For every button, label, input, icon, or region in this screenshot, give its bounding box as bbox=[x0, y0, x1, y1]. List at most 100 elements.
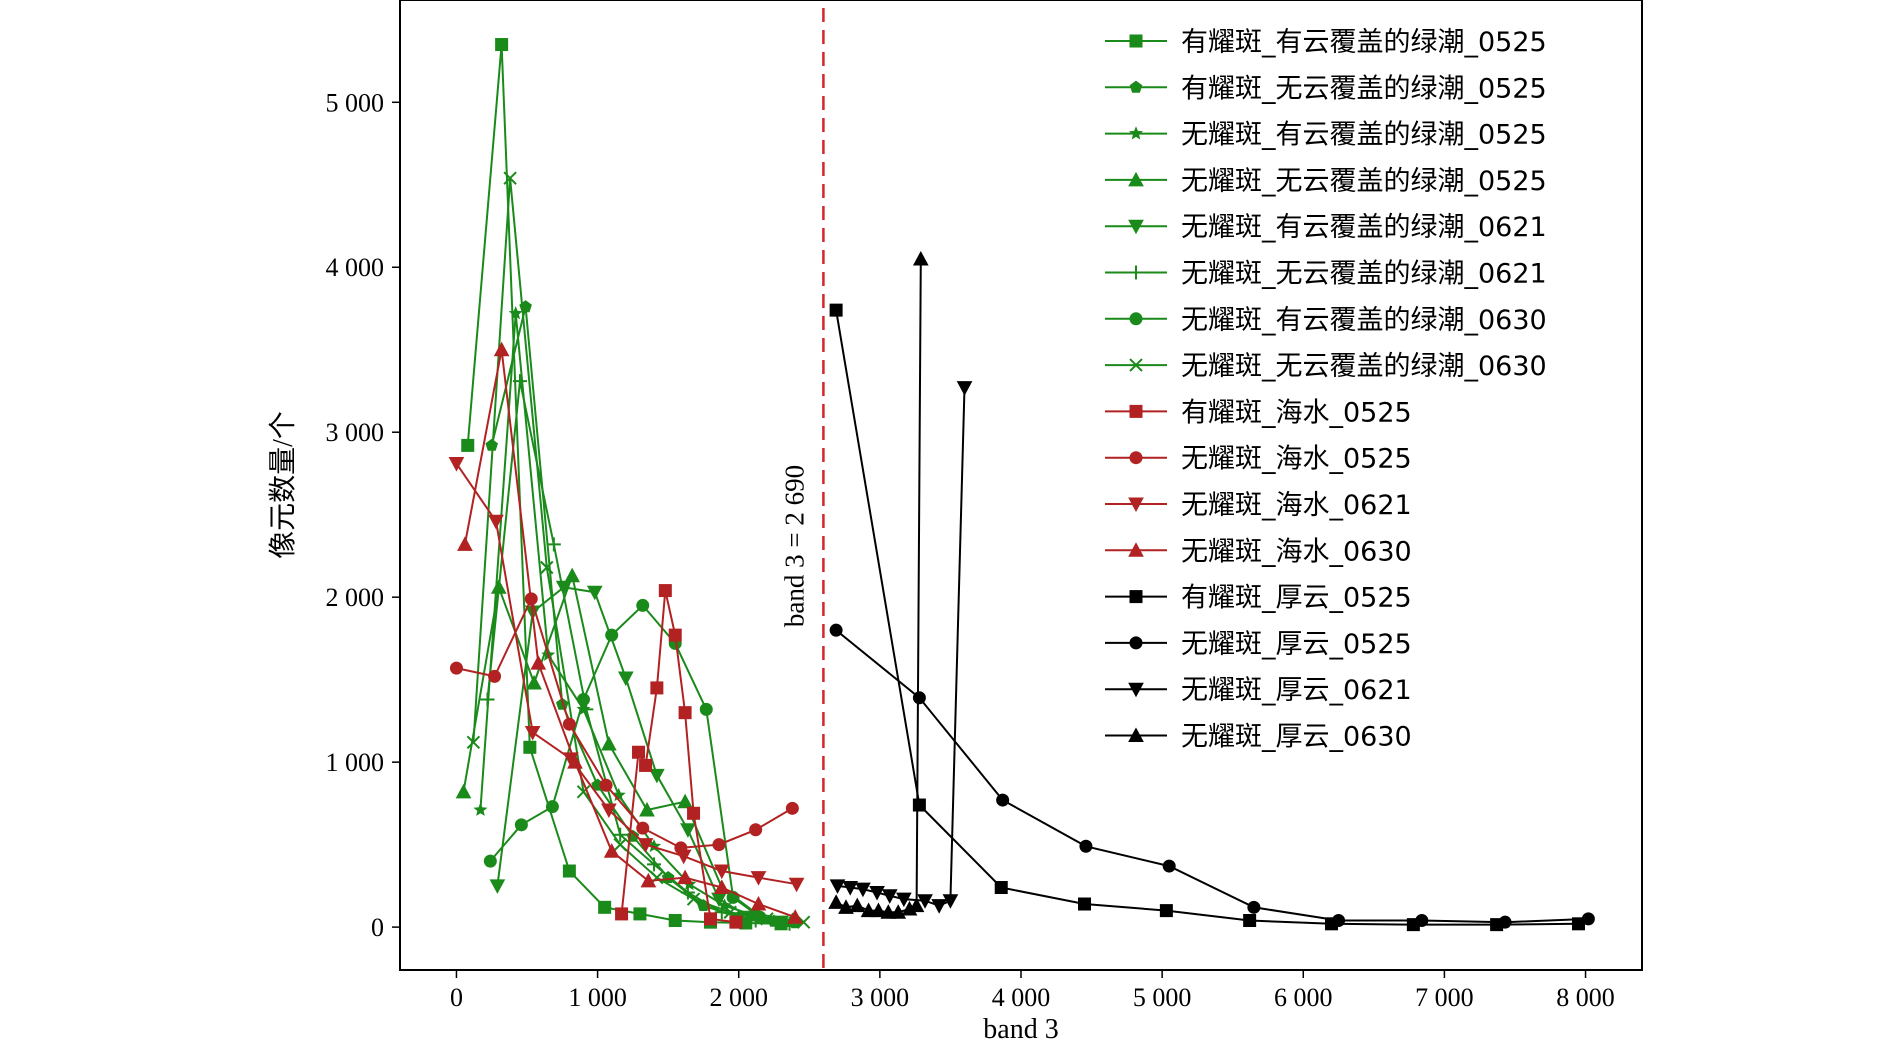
series-7 bbox=[467, 172, 809, 928]
data-point bbox=[616, 908, 628, 920]
data-point bbox=[489, 670, 501, 682]
data-point bbox=[577, 693, 589, 705]
data-point bbox=[563, 718, 575, 730]
data-point bbox=[1160, 905, 1172, 917]
legend-label: 有耀斑_海水_0525 bbox=[1181, 397, 1412, 428]
y-tick-label: 0 bbox=[371, 913, 384, 942]
legend-label: 无耀斑_无云覆盖的绿潮_0525 bbox=[1181, 166, 1547, 197]
data-point bbox=[786, 802, 798, 814]
data-point bbox=[750, 824, 762, 836]
legend-item: 无耀斑_厚云_0621 bbox=[1105, 675, 1412, 706]
data-point bbox=[481, 692, 495, 706]
data-point bbox=[659, 585, 671, 597]
legend-item: 无耀斑_有云覆盖的绿潮_0525 bbox=[1105, 120, 1547, 151]
data-point bbox=[458, 537, 472, 550]
data-point bbox=[995, 882, 1007, 894]
legend-marker bbox=[1130, 637, 1142, 649]
legend-marker bbox=[1130, 128, 1141, 139]
data-point bbox=[669, 915, 681, 927]
y-tick-label: 4 000 bbox=[326, 253, 385, 282]
legend-item: 有耀斑_有云覆盖的绿潮_0525 bbox=[1105, 27, 1547, 58]
legend-marker bbox=[1130, 591, 1142, 603]
data-point bbox=[565, 569, 579, 582]
data-point bbox=[913, 692, 925, 704]
legend-item: 无耀斑_无云覆盖的绿潮_0525 bbox=[1105, 166, 1547, 197]
data-point bbox=[932, 900, 946, 913]
legend-label: 无耀斑_厚云_0630 bbox=[1181, 722, 1412, 753]
data-point bbox=[958, 382, 972, 395]
series-14 bbox=[831, 382, 972, 913]
line-chart: 01 000 2 000 3 000 4 000 5 000 6 000 7 000 8 00… bbox=[0, 0, 1890, 1046]
data-point bbox=[713, 839, 725, 851]
series-line bbox=[468, 45, 781, 924]
legend-item: 有耀斑_厚云_0525 bbox=[1105, 583, 1412, 614]
data-point bbox=[599, 901, 611, 913]
data-point bbox=[830, 624, 842, 636]
data-point bbox=[1333, 915, 1345, 927]
data-point bbox=[606, 629, 618, 641]
y-tick-label: 5 000 bbox=[326, 88, 385, 117]
data-point bbox=[678, 795, 692, 808]
legend-marker bbox=[1130, 452, 1142, 464]
data-point bbox=[1080, 840, 1092, 852]
data-point bbox=[730, 916, 742, 928]
legend-item: 无耀斑_有云覆盖的绿潮_0630 bbox=[1105, 305, 1547, 336]
x-tick-label: 1 000 bbox=[568, 983, 627, 1012]
data-point bbox=[449, 458, 463, 471]
data-point bbox=[1416, 915, 1428, 927]
data-point bbox=[490, 880, 504, 893]
legend-label: 有耀斑_无云覆盖的绿潮_0525 bbox=[1181, 73, 1547, 104]
data-point bbox=[688, 807, 700, 819]
y-tick-label: 2 000 bbox=[326, 583, 385, 612]
data-point bbox=[679, 707, 691, 719]
legend-label: 有耀斑_有云覆盖的绿潮_0525 bbox=[1181, 27, 1547, 58]
data-point bbox=[1582, 913, 1594, 925]
legend-item: 有耀斑_无云覆盖的绿潮_0525 bbox=[1105, 73, 1547, 104]
x-axis-label: band 3 bbox=[983, 1014, 1058, 1045]
series-line bbox=[836, 259, 921, 912]
x-tick-label: 3 000 bbox=[851, 983, 910, 1012]
y-tick-label: 3 000 bbox=[326, 418, 385, 447]
data-point bbox=[677, 850, 691, 863]
legend-item: 无耀斑_有云覆盖的绿潮_0621 bbox=[1105, 212, 1547, 243]
legend-marker bbox=[1130, 405, 1142, 417]
legend-label: 无耀斑_无云覆盖的绿潮_0630 bbox=[1181, 351, 1547, 382]
data-point bbox=[700, 703, 712, 715]
series-line bbox=[473, 178, 803, 922]
data-point bbox=[462, 439, 474, 451]
legend-item: 无耀斑_无云覆盖的绿潮_0621 bbox=[1105, 259, 1547, 290]
legend-item: 无耀斑_海水_0630 bbox=[1105, 536, 1412, 567]
series-line bbox=[464, 576, 793, 921]
data-point bbox=[640, 759, 652, 771]
series-line bbox=[836, 630, 1588, 922]
data-point bbox=[1499, 916, 1511, 928]
data-point bbox=[527, 676, 541, 689]
data-point bbox=[997, 794, 1009, 806]
data-point bbox=[634, 908, 646, 920]
x-tick-label: 0 bbox=[450, 983, 463, 1012]
legend-label: 无耀斑_厚云_0525 bbox=[1181, 629, 1412, 660]
data-point bbox=[563, 865, 575, 877]
x-tick-label: 4 000 bbox=[992, 983, 1051, 1012]
data-point bbox=[751, 897, 765, 910]
legend-label: 无耀斑_海水_0621 bbox=[1181, 490, 1412, 521]
x-tick-label: 2 000 bbox=[709, 983, 768, 1012]
data-point bbox=[914, 252, 928, 265]
data-point bbox=[619, 672, 633, 685]
series-3 bbox=[457, 569, 800, 927]
data-point bbox=[526, 726, 540, 739]
data-point bbox=[669, 629, 681, 641]
legend-label: 有耀斑_厚云_0525 bbox=[1181, 583, 1412, 614]
legend-label: 无耀斑_有云覆盖的绿潮_0621 bbox=[1181, 212, 1547, 243]
legend-marker bbox=[1130, 81, 1141, 92]
legend: 有耀斑_有云覆盖的绿潮_0525 有耀斑_无云覆盖的绿潮_0525 无耀斑_有云覆盖… bbox=[1105, 27, 1547, 753]
legend-label: 无耀斑_海水_0525 bbox=[1181, 444, 1412, 475]
data-point bbox=[1079, 898, 1091, 910]
data-point bbox=[1248, 901, 1260, 913]
legend-label: 无耀斑_有云覆盖的绿潮_0525 bbox=[1181, 120, 1547, 151]
legend-marker bbox=[1130, 313, 1142, 325]
data-point bbox=[515, 819, 527, 831]
legend-label: 无耀斑_无云覆盖的绿潮_0621 bbox=[1181, 259, 1547, 290]
x-tick-label: 8 000 bbox=[1556, 983, 1615, 1012]
data-point bbox=[633, 746, 645, 758]
